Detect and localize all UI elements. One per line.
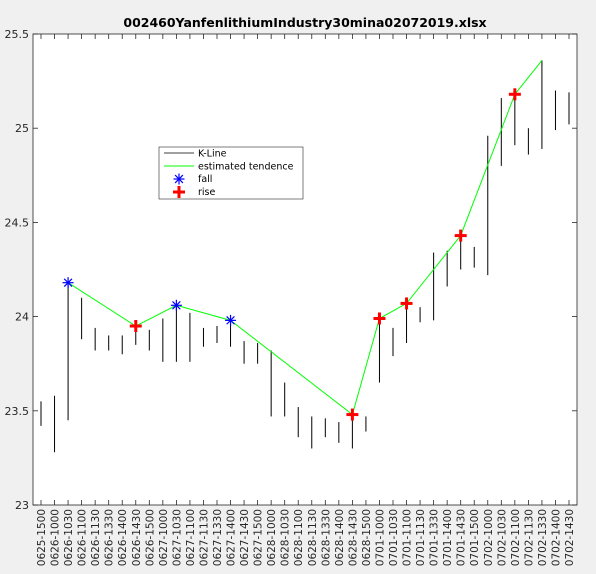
fall-marker (170, 299, 182, 311)
y-tick-label: 23 (15, 499, 29, 512)
fall-marker (225, 314, 237, 326)
x-tick-label: 0628-1330 (320, 509, 332, 566)
rise-marker (508, 88, 521, 101)
asterisk-stroke (226, 316, 235, 325)
x-tick-label: 0627-1000 (158, 509, 170, 566)
x-tick-label: 0627-1400 (226, 509, 238, 566)
rise-marker (129, 320, 142, 333)
y-tick-label: 25.5 (5, 28, 30, 41)
x-tick-label: 0701-1430 (456, 509, 468, 566)
rise-markers (129, 88, 521, 421)
estimated-tendence-line (67, 60, 543, 416)
asterisk-stroke (172, 300, 181, 310)
x-tick-label: 0627-1130 (198, 509, 210, 566)
x-tick-label: 0628-1430 (347, 509, 359, 566)
x-tick-label: 0701-1500 (469, 509, 481, 566)
kline-bars (40, 60, 570, 453)
legend-fall-marker (173, 173, 185, 185)
x-tick-label: 0702-1030 (496, 509, 508, 566)
x-tick-label: 0626-1330 (104, 509, 116, 566)
x-tick-label: 0702-1100 (510, 509, 522, 566)
x-tick-label: 0627-1100 (185, 509, 197, 566)
x-tick-label: 0627-1430 (239, 509, 251, 566)
rise-marker (373, 312, 386, 325)
fall-marker (62, 277, 74, 289)
x-tick-label: 0628-1130 (307, 509, 319, 566)
x-tick-label: 0701-1330 (429, 509, 441, 566)
x-tick-label: 0625-1500 (36, 509, 48, 566)
x-tick-label: 0627-1030 (171, 509, 183, 566)
legend-box (158, 146, 304, 200)
x-tick-label: 0701-1030 (388, 509, 400, 566)
rise-marker (346, 408, 359, 421)
y-tick-label: 24.5 (5, 216, 30, 229)
y-tick-label: 24 (15, 311, 29, 324)
x-tick-label: 0701-1400 (442, 509, 454, 566)
x-tick-label: 0701-1130 (415, 509, 427, 566)
rise-marker (400, 297, 413, 310)
x-tick-label: 0701-1100 (402, 509, 414, 566)
x-tick-label: 0626-1430 (131, 509, 143, 566)
x-axis: 0625-1500 0626-1000 0626-1030 0626-1100 0626… (36, 34, 576, 566)
plot-frame (32, 33, 578, 506)
asterisk-stroke (174, 174, 184, 184)
x-tick-label: 0626-1400 (117, 509, 129, 566)
x-tick-label: 0626-1000 (50, 509, 62, 566)
legend-fall-label: fall (198, 174, 212, 185)
x-tick-label: 0702-1330 (537, 509, 549, 566)
legend-kline-label: K-Line (198, 149, 227, 160)
legend-tendence-label: estimated tendence (198, 162, 294, 173)
plot-area (33, 34, 577, 505)
x-tick-label: 0701-1000 (374, 509, 386, 566)
x-tick-label: 0628-1400 (334, 509, 346, 566)
x-tick-label: 0626-1100 (77, 509, 89, 566)
x-tick-label: 0702-1400 (550, 509, 562, 566)
x-tick-label: 0628-1030 (280, 509, 292, 566)
y-tick-label: 23.5 (5, 405, 30, 418)
legend-rise-label: rise (198, 187, 215, 198)
legend-rise-marker (173, 186, 185, 198)
chart-title: 002460YanfenlithiumIndustry30mina0207201… (123, 15, 486, 30)
x-tick-label: 0627-1330 (212, 509, 224, 566)
x-tick-label: 0628-1000 (266, 509, 278, 566)
fall-markers (62, 277, 237, 326)
x-tick-label: 0702-1130 (523, 509, 535, 566)
x-tick-label: 0626-1130 (90, 509, 102, 566)
x-tick-label: 0627-1500 (253, 509, 265, 566)
x-tick-label: 0628-1100 (293, 509, 305, 566)
x-tick-label: 0626-1500 (144, 509, 156, 566)
asterisk-stroke (63, 278, 73, 288)
legend-fall-asterisk (173, 173, 185, 185)
rise-marker (454, 229, 467, 242)
y-axis: 23 23.5 24 24.5 25 25.5 (5, 28, 577, 512)
x-tick-label: 0702-1000 (483, 509, 495, 566)
x-tick-label: 0626-1030 (63, 509, 75, 566)
x-tick-label: 0702-1430 (564, 509, 576, 566)
legend-rise-plus (173, 186, 185, 198)
x-tick-label: 0628-1500 (361, 509, 373, 566)
y-tick-label: 25 (15, 122, 29, 135)
legend: K-Line estimated tendence fall rise (158, 146, 304, 200)
estimated-tendence-series (67, 60, 543, 416)
